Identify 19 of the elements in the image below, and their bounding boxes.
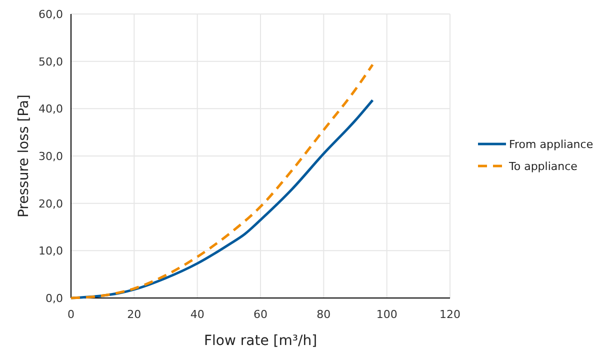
y-tick-label: 30,0 [38,150,63,163]
x-tick-label: 120 [440,308,460,321]
y-tick-label: 0,0 [46,292,63,305]
legend-label: From appliance [509,138,594,151]
y-axis-title: Pressure loss [Pa] [16,94,32,218]
x-axis-title: Flow rate [m³/h] [204,333,318,349]
legend-label: To appliance [508,160,578,173]
y-tick-label: 20,0 [38,197,63,210]
x-tick-label: 100 [376,308,398,321]
x-tick-label: 20 [127,308,142,321]
y-tick-label: 50,0 [38,55,63,68]
y-tick-label: 60,0 [38,8,63,21]
y-tick-label: 40,0 [38,102,63,116]
y-tick-label: 10,0 [38,244,63,258]
x-tick-label: 0 [68,308,74,321]
line-series [70,63,374,300]
x-tick-label: 60 [254,308,268,321]
x-tick-label: 40 [190,308,204,321]
x-tick-label: 80 [316,308,331,321]
